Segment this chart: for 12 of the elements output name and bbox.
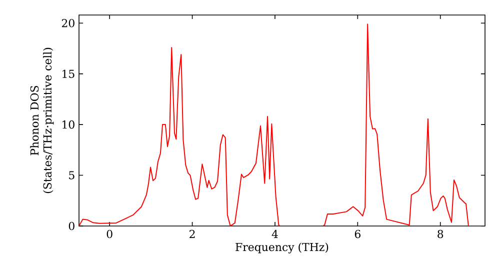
- y-axis-title: Phonon DOS (States/THz·primitive cell): [30, 48, 54, 194]
- x-tick-label: 4: [272, 230, 278, 238]
- y-tick-label: 0: [68, 222, 74, 230]
- y-tick-label: 10: [62, 120, 74, 129]
- x-tick-label: 6: [354, 230, 360, 238]
- y-tick-label: 20: [62, 18, 74, 28]
- x-tick-label: 2: [190, 230, 195, 238]
- y-tick-label: 5: [69, 171, 74, 180]
- x-tick-label: 0: [106, 230, 112, 238]
- x-axis-title: Frequency (THz): [236, 242, 328, 254]
- x-tick-label: 8: [438, 230, 444, 238]
- y-tick-label: 15: [62, 70, 74, 78]
